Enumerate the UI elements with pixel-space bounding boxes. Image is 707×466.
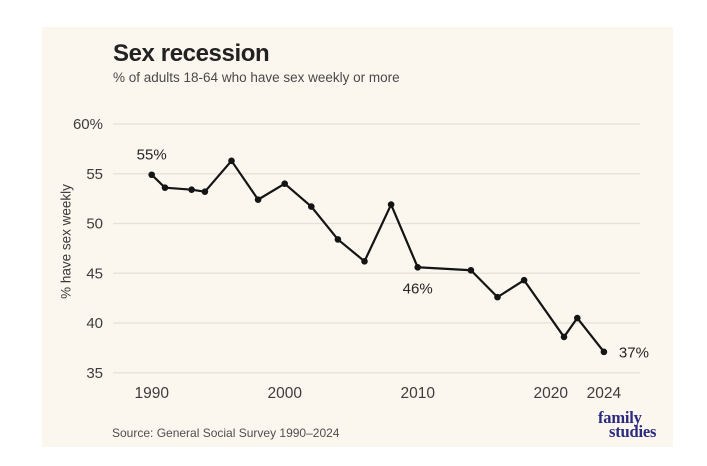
brand-logo-line2: studies <box>609 421 657 441</box>
data-point-2014 <box>467 266 475 274</box>
data-point-2016 <box>494 293 501 301</box>
data-point-2022 <box>574 314 581 322</box>
x-tick-label: 2024 <box>587 385 622 402</box>
brand-logo: family studies <box>598 408 657 441</box>
annotation-2010: 46% <box>403 280 433 297</box>
data-point-2000 <box>281 180 288 187</box>
data-point-2006 <box>361 258 368 265</box>
data-point-2002 <box>308 203 315 210</box>
source-note: Source: General Social Survey 1990–2024 <box>112 426 340 440</box>
line-chart: 60% 55 50 45 40 35 1990 2000 2010 2020 2024 55% 46% 3… <box>73 116 649 402</box>
page-title: Sex recession <box>113 40 270 67</box>
x-tick-label: 2000 <box>267 385 302 402</box>
data-point-1990 <box>148 171 155 179</box>
y-tick-label: 60% <box>73 116 103 133</box>
data-point-2018 <box>520 276 528 284</box>
data-point-1991 <box>161 184 169 191</box>
chart-card: Sex recession % of adults 18-64 who have… <box>42 27 673 447</box>
y-tick-label: 50 <box>86 216 103 233</box>
data-point-2021 <box>560 333 568 341</box>
brand-logo-line1: family <box>598 408 642 427</box>
x-tick-label: 1990 <box>134 385 169 402</box>
data-point-2004 <box>334 236 342 243</box>
page-subtitle: % of adults 18-64 who have sex weekly or… <box>113 70 400 85</box>
data-point-2008 <box>387 201 395 208</box>
data-point-1996 <box>228 157 235 165</box>
data-point-1998 <box>254 196 262 203</box>
data-point-2024 <box>600 348 608 356</box>
y-tick-label: 45 <box>86 265 103 282</box>
data-point-2010 <box>414 263 422 271</box>
x-tick-label: 2020 <box>533 385 568 402</box>
data-point-1994 <box>201 188 209 195</box>
y-tick-label: 35 <box>86 365 103 382</box>
annotation-2024: 37% <box>619 344 649 361</box>
y-tick-label: 55 <box>86 166 103 183</box>
data-point-1993 <box>188 186 195 193</box>
y-tick-label: 40 <box>86 315 103 332</box>
x-tick-label: 2010 <box>400 385 435 402</box>
annotation-1990: 55% <box>137 147 167 164</box>
